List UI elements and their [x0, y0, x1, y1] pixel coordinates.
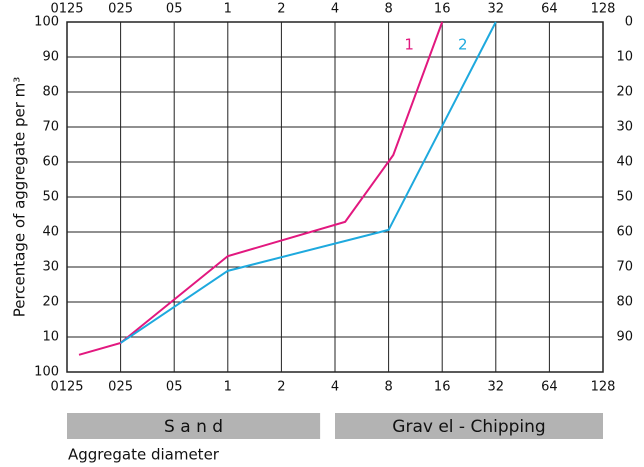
- y2-tick-label: 20: [616, 85, 633, 100]
- y-tick-label: 10: [42, 330, 59, 345]
- y-tick-label: 60: [42, 155, 59, 170]
- x-tick-label: 4: [331, 380, 339, 395]
- x-tick-label-top: 128: [591, 2, 616, 17]
- series-line: [78, 21, 444, 356]
- y-tick-label: 30: [42, 260, 59, 275]
- x-tick-label: 16: [434, 380, 451, 395]
- y-axis-label: Percentage of aggregate per m³: [11, 77, 29, 318]
- band: [67, 413, 321, 439]
- x-tick-label: 2: [277, 380, 285, 395]
- x-tick-label-top: 05: [166, 2, 183, 17]
- x-tick-label-top: 2: [277, 2, 285, 17]
- y2-tick-label: 70: [616, 260, 633, 275]
- x-tick-label-top: 8: [384, 2, 392, 17]
- x-tick-label: 64: [541, 380, 558, 395]
- band: [335, 413, 603, 439]
- band-label: Grav el - Chipping: [392, 417, 545, 437]
- x-tick-label-top: 64: [541, 2, 558, 17]
- series-label: 1: [404, 36, 414, 54]
- x-tick-label: 32: [488, 380, 505, 395]
- series-label: 2: [458, 36, 468, 54]
- band-label: S a n d: [164, 417, 223, 437]
- x-tick-label: 128: [591, 380, 616, 395]
- y2-tick-label: 80: [616, 295, 633, 310]
- x-tick-label-top: 1: [224, 2, 232, 17]
- y-tick-label: 50: [42, 190, 59, 205]
- y2-tick-label: 10: [616, 50, 633, 65]
- y-tick-label: 100: [34, 365, 59, 380]
- y2-tick-label: 40: [616, 155, 633, 170]
- x-tick-label-top: 025: [108, 2, 133, 17]
- y2-tick-label: 50: [616, 190, 633, 205]
- x-tick-label: 05: [166, 380, 183, 395]
- y-tick-label: 40: [42, 225, 59, 240]
- x-tick-label-top: 0125: [50, 2, 83, 17]
- x-tick-label: 8: [384, 380, 392, 395]
- y2-tick-label: 30: [616, 120, 633, 135]
- x-tick-label-top: 32: [488, 2, 505, 17]
- y2-tick-label: 90: [616, 330, 633, 345]
- x-tick-label-top: 16: [434, 2, 451, 17]
- y-tick-label: 90: [42, 50, 59, 65]
- series-line: [120, 21, 497, 344]
- x-tick-label-top: 4: [331, 2, 339, 17]
- x-tick-label: 0125: [50, 380, 83, 395]
- x-axis-label: Aggregate diameter: [68, 446, 220, 464]
- y-tick-label: 70: [42, 120, 59, 135]
- y-tick-label: 20: [42, 295, 59, 310]
- y-tick-label: 100: [34, 15, 59, 30]
- plot-frame: [66, 21, 604, 373]
- y2-tick-label: 60: [616, 225, 633, 240]
- x-tick-label: 025: [108, 380, 133, 395]
- x-tick-label: 1: [224, 380, 232, 395]
- y-tick-label: 80: [42, 85, 59, 100]
- y2-tick-label: 0: [625, 15, 633, 30]
